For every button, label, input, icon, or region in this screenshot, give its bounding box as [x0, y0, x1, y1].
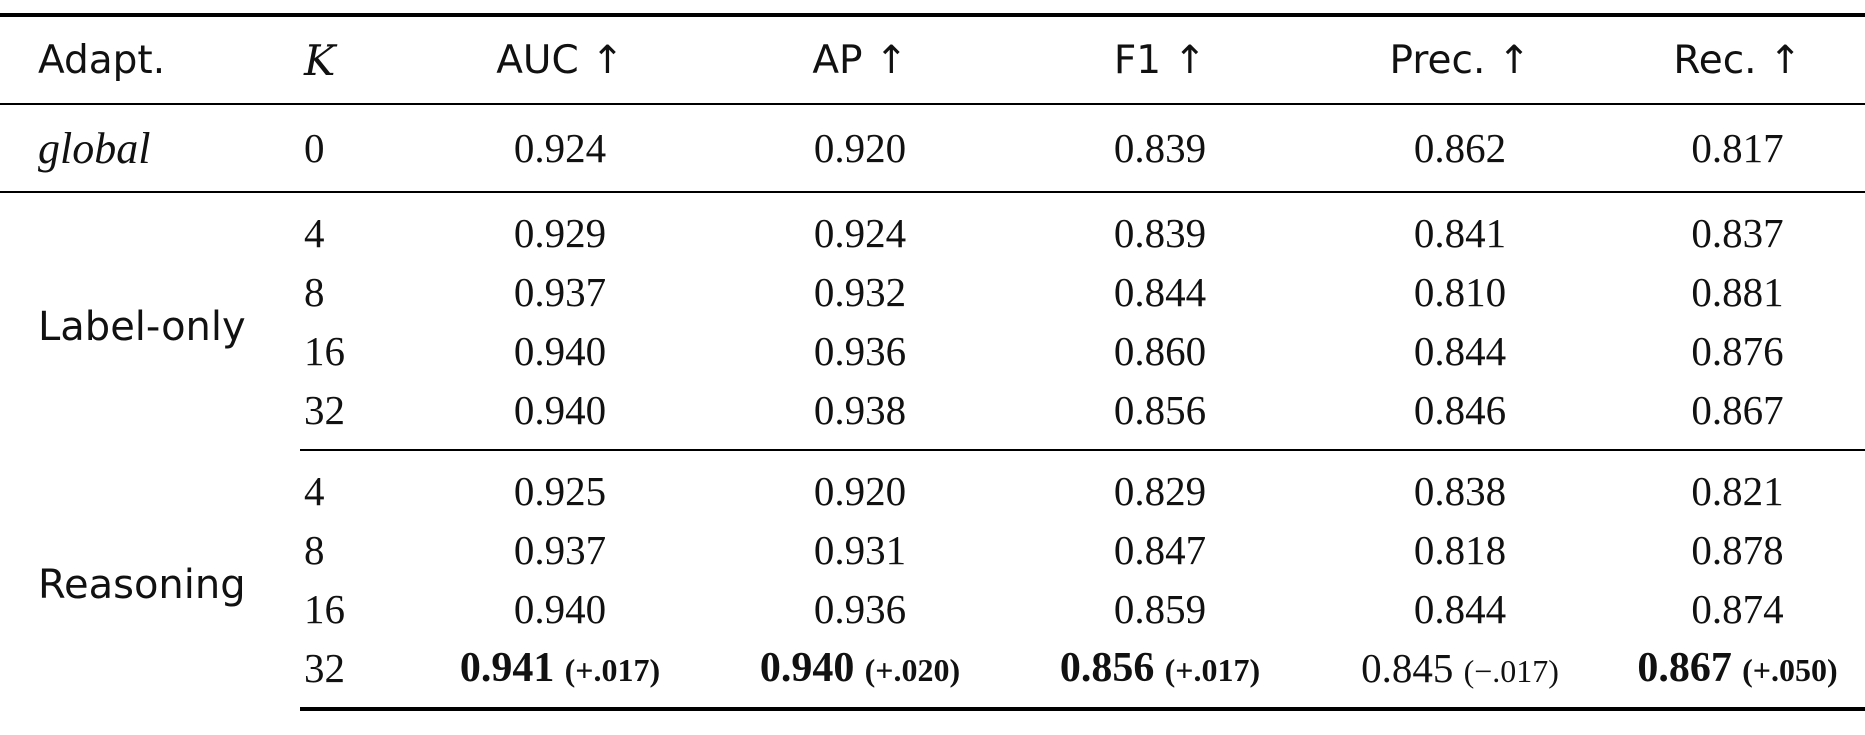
k-cell: 16	[304, 585, 345, 632]
auc-cell: 0.925	[513, 467, 607, 514]
prec-cell: 0.844	[1413, 327, 1507, 374]
k-cell: 0	[300, 104, 410, 193]
k-cell: 8	[304, 526, 325, 573]
header-adapt: Adapt.	[0, 13, 300, 105]
ap-cell: 0.920	[813, 467, 907, 514]
f1-cell: 0.860	[1113, 327, 1207, 374]
table-row-best: 32 0.941 (+.017) 0.940 (+.020) 0.856 (+.…	[0, 638, 1865, 711]
table-row: 16 0.940 0.936 0.860 0.844 0.876	[0, 321, 1865, 380]
prec-cell: 0.841	[1413, 209, 1507, 256]
prec-value: 0.845	[1361, 644, 1454, 691]
rec-cell: 0.821	[1691, 467, 1784, 514]
k-cell: 32	[300, 380, 410, 451]
auc-delta: (+.017)	[564, 652, 661, 688]
rec-best-value: 0.867	[1637, 645, 1732, 691]
header-f1: F1 ↑	[1010, 13, 1310, 105]
f1-cell: 0.856 (+.017)	[1010, 638, 1310, 711]
k-cell: 8	[304, 268, 325, 315]
table-row: 8 0.937 0.932 0.844 0.810 0.881	[0, 262, 1865, 321]
ap-best-value: 0.940	[759, 645, 855, 691]
table-row: Label-only 4 0.929 0.924 0.839 0.841 0.8…	[0, 192, 1865, 350]
auc-cell: 0.924	[410, 104, 710, 193]
ap-cell: 0.936	[813, 585, 907, 632]
rec-cell: 0.876	[1691, 327, 1784, 374]
prec-cell: 0.844	[1413, 585, 1507, 632]
ap-delta: (+.020)	[864, 652, 961, 688]
header-auc: AUC ↑	[410, 13, 710, 105]
f1-cell: 0.847	[1113, 526, 1207, 573]
ap-cell: 0.938	[710, 380, 1010, 451]
table-row: 8 0.937 0.931 0.847 0.818 0.878	[0, 520, 1865, 579]
ap-cell: 0.932	[813, 268, 907, 315]
auc-best-value: 0.941	[459, 645, 555, 691]
f1-cell: 0.859	[1113, 585, 1207, 632]
auc-cell: 0.940	[410, 380, 710, 451]
header-ap: AP ↑	[710, 13, 1010, 105]
prec-cell: 0.818	[1413, 526, 1507, 573]
adapt-reasoning: Reasoning	[38, 561, 246, 608]
ap-cell: 0.940 (+.020)	[710, 638, 1010, 711]
ap-cell: 0.931	[813, 526, 907, 573]
rec-cell: 0.874	[1691, 585, 1784, 632]
ap-cell: 0.936	[813, 327, 907, 374]
k-cell: 32	[300, 638, 410, 711]
auc-cell: 0.937	[513, 526, 607, 573]
rec-cell: 0.881	[1691, 268, 1784, 315]
header-row: Adapt. K AUC ↑ AP ↑ F1 ↑ Prec. ↑ Rec. ↑	[0, 13, 1865, 105]
f1-best-value: 0.856	[1059, 645, 1155, 691]
rec-cell: 0.837	[1691, 209, 1784, 256]
k-cell: 16	[304, 327, 345, 374]
prec-cell: 0.846	[1310, 380, 1610, 451]
table-row: 32 0.940 0.938 0.856 0.846 0.867	[0, 380, 1865, 451]
prec-cell: 0.862	[1310, 104, 1610, 193]
results-table: Adapt. K AUC ↑ AP ↑ F1 ↑ Prec. ↑ Rec. ↑ …	[0, 13, 1865, 711]
table-row: Reasoning 4 0.925 0.920 0.829 0.838 0.82…	[0, 450, 1865, 608]
prec-cell: 0.845 (−.017)	[1310, 638, 1610, 711]
table-row-global: global 0 0.924 0.920 0.839 0.862 0.817	[0, 104, 1865, 193]
k-cell: 4	[304, 467, 325, 514]
auc-cell: 0.929	[513, 209, 607, 256]
table-row: 16 0.940 0.936 0.859 0.844 0.874	[0, 579, 1865, 638]
adapt-global: global	[0, 104, 300, 193]
prec-cell: 0.810	[1413, 268, 1507, 315]
ap-cell: 0.920	[710, 104, 1010, 193]
auc-cell: 0.937	[513, 268, 607, 315]
ap-cell: 0.924	[813, 209, 907, 256]
f1-cell: 0.829	[1113, 467, 1207, 514]
rec-cell: 0.867	[1610, 380, 1865, 451]
rec-cell: 0.817	[1610, 104, 1865, 193]
f1-cell: 0.844	[1113, 268, 1207, 315]
rec-cell: 0.878	[1691, 526, 1784, 573]
prec-delta: (−.017)	[1463, 652, 1559, 689]
rec-delta: (+.050)	[1742, 652, 1838, 688]
k-cell: 4	[304, 209, 325, 256]
header-prec: Prec. ↑	[1310, 13, 1610, 105]
f1-cell: 0.839	[1113, 209, 1207, 256]
header-k: K	[300, 13, 410, 105]
auc-cell: 0.941 (+.017)	[410, 638, 710, 711]
results-table-container: Adapt. K AUC ↑ AP ↑ F1 ↑ Prec. ↑ Rec. ↑ …	[0, 13, 1865, 711]
adapt-label-only: Label-only	[38, 303, 246, 350]
f1-delta: (+.017)	[1164, 652, 1261, 688]
prec-cell: 0.838	[1413, 467, 1507, 514]
auc-cell: 0.940	[513, 585, 607, 632]
f1-cell: 0.856	[1010, 380, 1310, 451]
header-rec: Rec. ↑	[1610, 13, 1865, 105]
rec-cell: 0.867 (+.050)	[1610, 638, 1865, 711]
f1-cell: 0.839	[1010, 104, 1310, 193]
auc-cell: 0.940	[513, 327, 607, 374]
